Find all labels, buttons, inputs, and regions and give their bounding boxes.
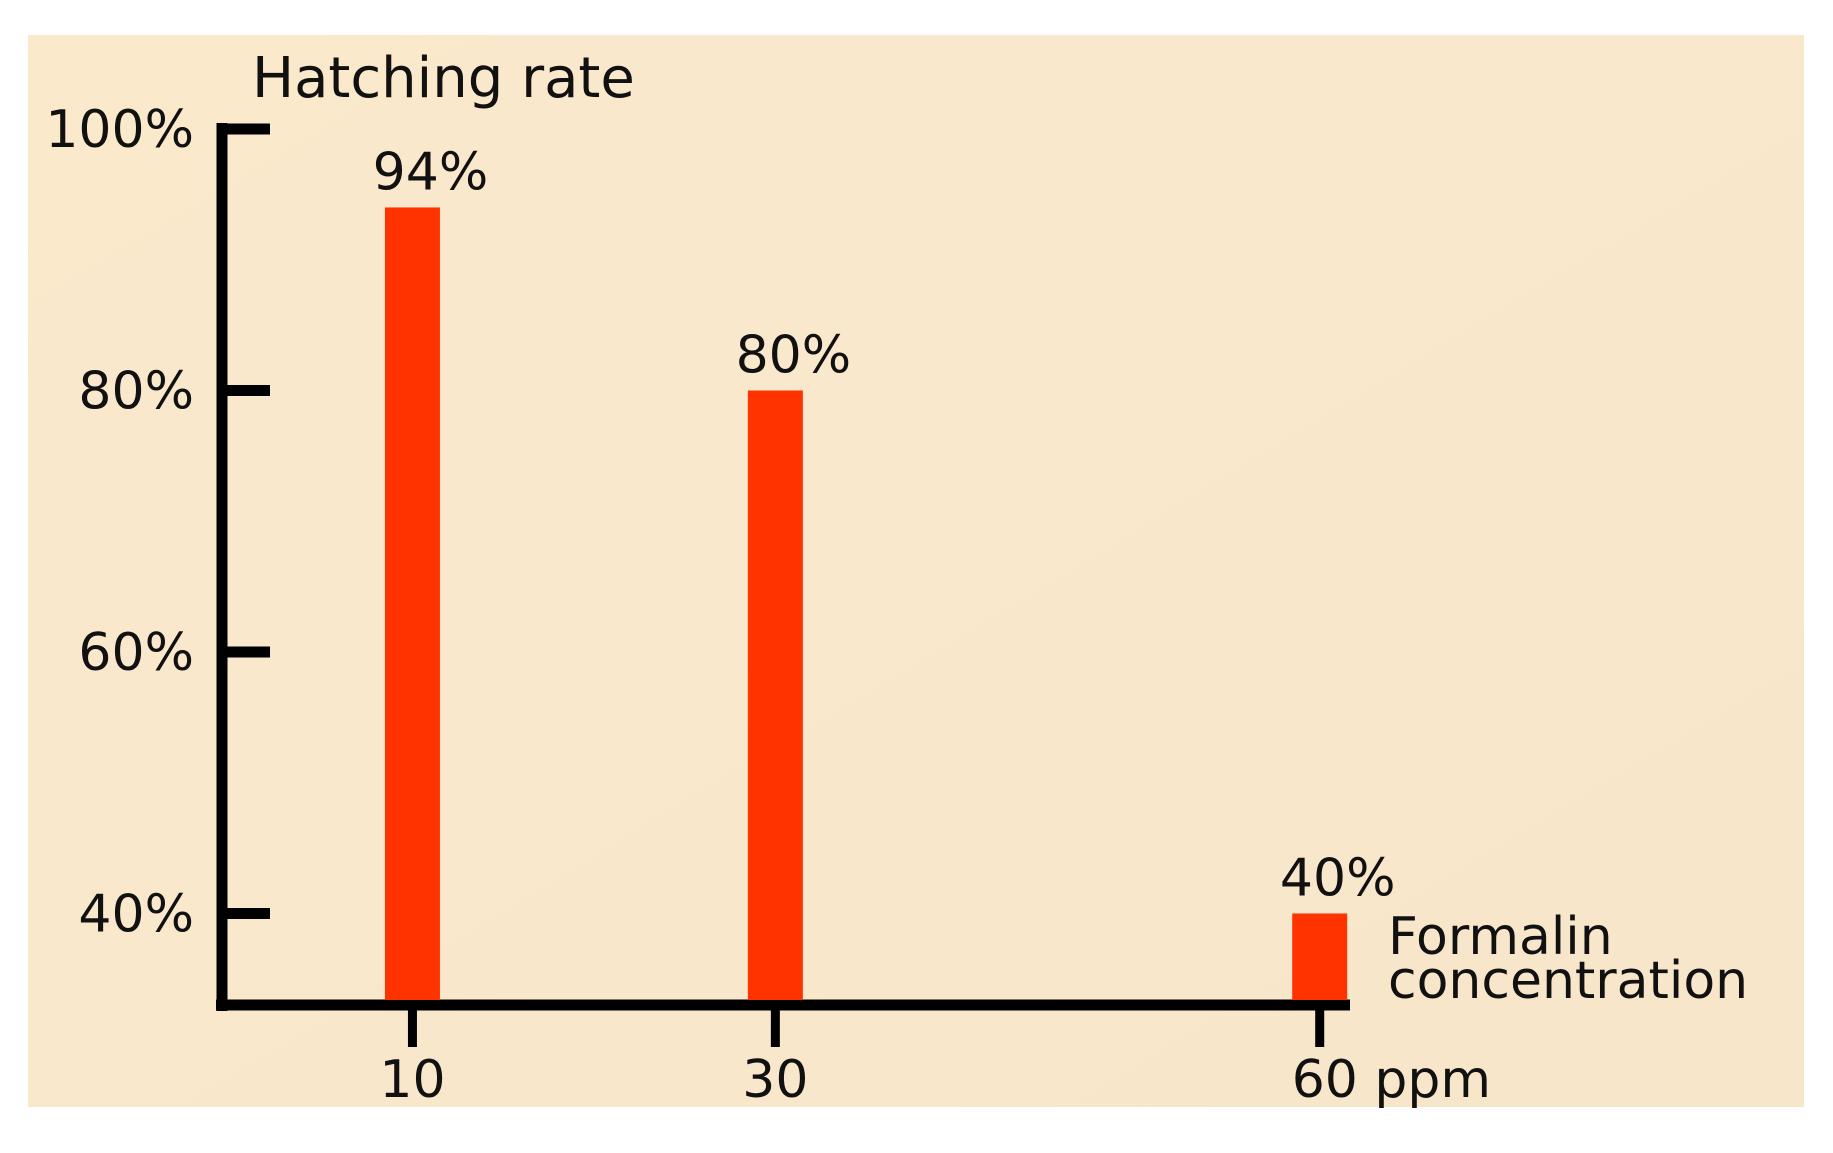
- bar: [384, 207, 440, 1000]
- x-axis-label: Formalin: [1388, 907, 1613, 967]
- x-tick-label: 10: [379, 1050, 445, 1110]
- value-label: 80%: [736, 325, 852, 385]
- y-tick-label: 60%: [78, 623, 194, 683]
- value-label: 40%: [1280, 848, 1396, 908]
- y-tick-label: 100%: [45, 100, 194, 160]
- y-tick-label: 40%: [78, 884, 194, 944]
- bar: [747, 390, 803, 1000]
- bar: [1292, 913, 1348, 1000]
- x-axis-label: concentration: [1388, 951, 1748, 1011]
- y-tick-label: 80%: [78, 361, 194, 421]
- value-label: 94%: [373, 142, 489, 202]
- x-tick-label: 30: [742, 1050, 808, 1110]
- x-tick-label: 60 ppm: [1292, 1050, 1491, 1110]
- y-axis-label: Hatching rate: [252, 46, 635, 111]
- background: [28, 35, 1804, 1107]
